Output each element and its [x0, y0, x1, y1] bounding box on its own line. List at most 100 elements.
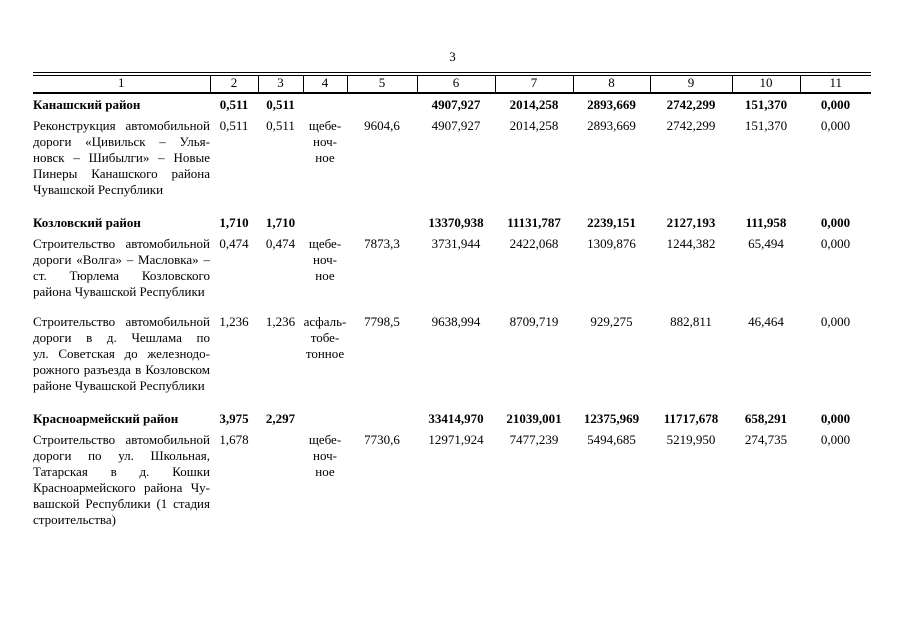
value-cell: 7798,5	[364, 314, 400, 329]
region-name-cell: Козловский район	[33, 198, 210, 231]
text-line: районе Чувашской Республики	[33, 378, 205, 393]
text-line: дороги «Волга» – Масловка» –	[33, 252, 210, 267]
value-cell: 0,474	[219, 236, 249, 251]
value-cell: 658,291	[744, 411, 788, 426]
column-header: 9	[649, 72, 732, 94]
value-cell: 0,511	[266, 97, 295, 112]
value-cell: 8709,719	[509, 314, 559, 329]
text-line: дороги по ул. Школьная,	[33, 448, 210, 463]
value-cell: 2893,669	[587, 97, 636, 112]
value-cell: 2422,068	[509, 236, 559, 251]
text-line: строительства)	[33, 512, 116, 527]
pavement-type-cell: щебе- ноч- ное	[308, 432, 342, 479]
value-cell: 1244,382	[666, 236, 716, 251]
value-cell: 1,236	[265, 314, 296, 329]
value-cell: 0,511	[266, 118, 295, 133]
text-line: Чувашской Республики	[33, 182, 164, 197]
value-cell: 2014,258	[509, 118, 559, 133]
project-name-cell: Строительство автомобильной дороги по ул.…	[33, 427, 210, 528]
value-cell: 7730,6	[364, 432, 400, 447]
value-cell: 882,811	[670, 314, 712, 329]
pavement-type-cell	[303, 198, 347, 231]
value-cell: 9604,6	[364, 118, 400, 133]
project-row: Реконструкция автомобильной дороги «Цивил…	[33, 113, 871, 198]
project-row: Строительство автомобильной дороги «Волга…	[33, 231, 871, 300]
value-cell: 2742,299	[666, 118, 716, 133]
text-line: ст. Тюрлема Козловского	[33, 268, 210, 283]
pavement-type-cell: асфаль- тобе- тонное	[303, 314, 347, 361]
text-line: Строительство автомобильной	[33, 432, 210, 447]
value-cell: 929,275	[590, 314, 633, 329]
value-cell: 0,000	[820, 432, 851, 447]
column-header: 4	[302, 72, 347, 94]
value-cell: 33414,970	[428, 411, 484, 426]
column-header: 10	[731, 72, 800, 94]
value-cell: 7873,3	[364, 236, 400, 251]
data-table: 1 2 3 4 5 6 7 8 9 10 11 Канашский район 0,511 0,511 4…	[33, 72, 871, 528]
value-cell: 13370,938	[428, 215, 484, 230]
value-cell: 0,000	[820, 118, 851, 133]
table-header-row: 1 2 3 4 5 6 7 8 9 10 11	[33, 72, 871, 94]
column-header: 7	[494, 72, 573, 94]
value-cell: 151,370	[744, 118, 788, 133]
column-header: 6	[416, 72, 495, 94]
value-cell: 2127,193	[666, 215, 716, 230]
text-line: Татарская в д. Кошки	[33, 464, 210, 479]
value-cell: 0,511	[219, 97, 249, 112]
column-header: 1	[33, 72, 210, 94]
value-cell: 0,000	[820, 215, 851, 230]
text-line: Козловский район	[33, 215, 141, 230]
pavement-type-cell: щебе- ноч- ное	[308, 236, 342, 283]
text-line: Пинеры Канашского района	[33, 166, 210, 181]
value-cell: 65,494	[748, 236, 784, 251]
text-line: Строительство автомобильной	[33, 236, 210, 251]
value-cell: 2239,151	[587, 215, 636, 230]
value-cell: 21039,001	[506, 411, 562, 426]
value-cell: 274,735	[744, 432, 788, 447]
value-cell: 9638,994	[431, 314, 481, 329]
region-name-cell: Канашский район	[33, 93, 210, 113]
value-cell: 1,710	[265, 215, 296, 230]
value-cell: 0,000	[820, 411, 851, 426]
value-cell: 1309,876	[587, 236, 636, 251]
value-cell: 11717,678	[663, 411, 719, 426]
column-header: 8	[572, 72, 650, 94]
text-line: рожного разъезда в Козловском	[33, 362, 210, 377]
pavement-type-cell: щебе- ноч- ное	[308, 118, 342, 165]
region-name-cell: Красноармейский район	[33, 394, 210, 427]
value-cell: 4907,927	[431, 118, 481, 133]
value-cell: 12375,969	[583, 411, 640, 426]
value-cell: 0,000	[820, 97, 851, 112]
project-name-cell: Строительство автомобильной дороги «Волга…	[33, 231, 210, 300]
value-cell	[347, 394, 417, 427]
value-cell: 3,975	[219, 411, 249, 426]
column-header: 11	[799, 72, 871, 94]
column-header: 5	[346, 72, 417, 94]
text-line: ул. Советская до железнодо-	[33, 346, 210, 361]
value-cell	[258, 427, 303, 528]
value-cell	[347, 198, 417, 231]
value-cell: 2014,258	[509, 97, 559, 112]
value-cell: 5219,950	[666, 432, 716, 447]
text-line: Канашский район	[33, 97, 141, 112]
value-cell: 0,474	[265, 236, 296, 251]
value-cell: 5494,685	[587, 432, 636, 447]
text-line: вашской Республики (1 стадия	[33, 496, 210, 511]
text-line: дороги «Цивильск – Улья-	[33, 134, 210, 149]
value-cell: 12971,924	[428, 432, 484, 447]
column-header: 2	[209, 72, 258, 94]
text-line: Реконструкция автомобильной	[33, 118, 210, 133]
value-cell: 46,464	[748, 314, 784, 329]
value-cell: 1,236	[219, 314, 249, 329]
page-number: 3	[449, 49, 456, 64]
region-row: Козловский район 1,710 1,710 13370,938 11131…	[33, 198, 871, 231]
value-cell: 151,370	[744, 97, 788, 112]
value-cell: 7477,239	[509, 432, 559, 447]
value-cell: 2,297	[265, 411, 296, 426]
value-cell: 0,511	[219, 118, 249, 133]
value-cell: 2893,669	[587, 118, 636, 133]
project-name-cell: Реконструкция автомобильной дороги «Цивил…	[33, 113, 210, 198]
value-cell: 0,000	[820, 314, 851, 329]
value-cell: 1,678	[219, 432, 249, 447]
value-cell	[347, 93, 417, 113]
